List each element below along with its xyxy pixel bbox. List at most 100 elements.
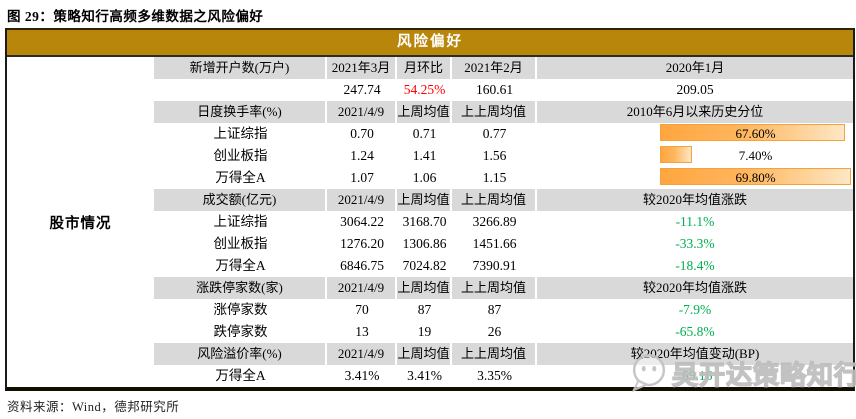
data-row: 创业板指 1276.20 1306.86 1451.66 -33.3% bbox=[154, 233, 853, 255]
data-row: 创业板指 1.24 1.41 1.56 7.40% bbox=[154, 145, 853, 167]
data-row: 上证综指 3064.22 3168.70 3266.89 -11.1% bbox=[154, 211, 853, 233]
column-header-cell: 较2020年均值涨跌 bbox=[642, 192, 747, 207]
value-cell: 87 bbox=[417, 302, 432, 317]
section-header-row: 成交额(亿元) 2021/4/9 上周均值 上上周均值 较2020年均值涨跌 bbox=[154, 189, 853, 211]
percentile-bar-value: 67.60% bbox=[735, 126, 776, 141]
percentile-bar: 67.60% bbox=[660, 124, 851, 143]
column-header-cell: 上周均值 bbox=[397, 189, 452, 211]
value-cell: -11.1% bbox=[675, 214, 715, 229]
value-cell: 0.70 bbox=[350, 126, 374, 141]
value-cell: 3.35% bbox=[477, 368, 512, 383]
row-label-cell: 万得全A bbox=[215, 258, 266, 273]
column-header-cell: 上周均值 bbox=[397, 101, 452, 123]
value-cell: 3.41% bbox=[407, 368, 442, 383]
data-row: 万得全A 1.07 1.06 1.15 69.80% bbox=[154, 167, 853, 189]
value-cell: 1.07 bbox=[350, 170, 374, 185]
section-title-cell: 风险溢价率(%) bbox=[154, 343, 327, 365]
value-cell: 3.41% bbox=[344, 368, 380, 383]
percentile-bar-fill bbox=[660, 146, 693, 163]
value-cell: 1451.66 bbox=[472, 236, 517, 251]
value-cell: -18.4% bbox=[675, 258, 715, 273]
percentile-bar-fill bbox=[660, 124, 846, 141]
value-cell: 6846.75 bbox=[340, 258, 384, 273]
value-cell: 7024.82 bbox=[402, 258, 447, 273]
percentile-bar: 7.40% bbox=[660, 146, 851, 165]
row-label-cell: 创业板指 bbox=[213, 148, 268, 163]
percentile-bar-cell: 69.80% bbox=[537, 167, 853, 189]
value-cell: 0.77 bbox=[482, 126, 507, 141]
value-cell: -65.8% bbox=[675, 324, 715, 339]
data-row: 万得全A 3.41% 3.41% 3.35% -69.16 bbox=[154, 365, 853, 387]
value-cell: 1.06 bbox=[412, 170, 437, 185]
column-header-cell: 2021/4/9 bbox=[327, 189, 397, 211]
value-cell: -69.16 bbox=[677, 368, 713, 383]
column-header-cell: 上上周均值 bbox=[452, 343, 537, 365]
risk-preference-table: 风险偏好 股市情况 新增开户数(万户) 2021年3月 月环比 2021年2月 2020… bbox=[5, 28, 855, 391]
row-label-cell: 涨停家数 bbox=[213, 302, 268, 317]
value-cell: -7.9% bbox=[678, 302, 712, 317]
column-header-cell: 2021/4/9 bbox=[327, 277, 397, 299]
value-cell: 1306.86 bbox=[402, 236, 447, 251]
section-header-row: 日度换手率(%) 2021/4/9 上周均值 上上周均值 2010年6月以来历史分位 bbox=[154, 101, 853, 123]
table-rows: 新增开户数(万户) 2021年3月 月环比 2021年2月 2020年1月 247.74 5… bbox=[154, 57, 853, 387]
percentile-bar-cell: 67.60% bbox=[537, 123, 853, 145]
value-cell: 1276.20 bbox=[340, 236, 384, 251]
percentile-bar: 69.80% bbox=[660, 168, 851, 187]
section-title-cell: 新增开户数(万户) bbox=[154, 57, 327, 79]
value-cell: 247.74 bbox=[343, 82, 381, 97]
data-row: 万得全A 6846.75 7024.82 7390.91 -18.4% bbox=[154, 255, 853, 277]
column-header-cell: 2021/4/9 bbox=[327, 343, 397, 365]
value-cell: 7390.91 bbox=[472, 258, 517, 273]
column-header-cell: 上上周均值 bbox=[452, 189, 537, 211]
value-cell: 13 bbox=[355, 324, 369, 339]
column-header-cell: 上上周均值 bbox=[452, 277, 537, 299]
section-header-row: 风险溢价率(%) 2021/4/9 上周均值 上上周均值 较2020年均值变动(BP) bbox=[154, 343, 853, 365]
section-title-cell: 日度换手率(%) bbox=[154, 101, 327, 123]
row-label-cell bbox=[154, 79, 327, 101]
column-header-cell: 2021年2月 bbox=[452, 57, 537, 79]
value-cell: -33.3% bbox=[675, 236, 715, 251]
column-header-cell: 较2020年均值变动(BP) bbox=[630, 346, 760, 361]
column-header-cell: 月环比 bbox=[397, 57, 452, 79]
source-note: 资料来源：Wind，德邦研究所 bbox=[7, 400, 180, 414]
column-header-cell: 2021/4/9 bbox=[327, 101, 397, 123]
column-header-cell: 2021年3月 bbox=[327, 57, 397, 79]
column-header-cell: 上周均值 bbox=[397, 343, 452, 365]
section-title-cell: 成交额(亿元) bbox=[154, 189, 327, 211]
value-cell: 0.71 bbox=[412, 126, 437, 141]
percentile-bar-cell: 7.40% bbox=[537, 145, 853, 167]
value-cell: 26 bbox=[487, 324, 502, 339]
percentile-bar-fill bbox=[660, 168, 851, 185]
column-header-cell: 2010年6月以来历史分位 bbox=[626, 104, 764, 119]
data-row: 上证综指 0.70 0.71 0.77 67.60% bbox=[154, 123, 853, 145]
value-cell: 54.25% bbox=[403, 82, 446, 97]
section-header-row: 新增开户数(万户) 2021年3月 月环比 2021年2月 2020年1月 bbox=[154, 57, 853, 79]
category-label: 股市情况 bbox=[49, 215, 112, 232]
column-header-cell: 上周均值 bbox=[397, 277, 452, 299]
section-title-cell: 涨跌停家数(家) bbox=[154, 277, 327, 299]
panel-header: 风险偏好 bbox=[7, 30, 853, 57]
row-label-cell: 上证综指 bbox=[213, 126, 268, 141]
percentile-bar-value: 69.80% bbox=[735, 170, 776, 185]
data-row: 247.74 54.25% 160.61 209.05 bbox=[154, 79, 853, 101]
value-cell: 70 bbox=[355, 302, 369, 317]
value-cell: 1.56 bbox=[482, 148, 507, 163]
data-row: 涨停家数 70 87 87 -7.9% bbox=[154, 299, 853, 321]
value-cell: 1.24 bbox=[350, 148, 374, 163]
row-label-cell: 万得全A bbox=[215, 368, 266, 383]
row-label-cell: 万得全A bbox=[215, 170, 266, 185]
value-cell: 3266.89 bbox=[472, 214, 517, 229]
value-cell: 1.41 bbox=[412, 148, 437, 163]
value-cell: 160.61 bbox=[475, 82, 514, 97]
value-cell: 3168.70 bbox=[402, 214, 447, 229]
value-cell: 1.15 bbox=[482, 170, 507, 185]
data-row: 跌停家数 13 19 26 -65.8% bbox=[154, 321, 853, 343]
value-cell: 19 bbox=[417, 324, 432, 339]
column-header-cell: 上上周均值 bbox=[452, 101, 537, 123]
table-body: 股市情况 新增开户数(万户) 2021年3月 月环比 2021年2月 2020年1月 24… bbox=[7, 57, 853, 387]
percentile-bar-value: 7.40% bbox=[738, 148, 773, 163]
column-header-cell: 较2020年均值涨跌 bbox=[642, 280, 747, 295]
value-cell: 3064.22 bbox=[340, 214, 384, 229]
row-label-cell: 创业板指 bbox=[213, 236, 268, 251]
column-header-cell: 2020年1月 bbox=[665, 60, 725, 75]
